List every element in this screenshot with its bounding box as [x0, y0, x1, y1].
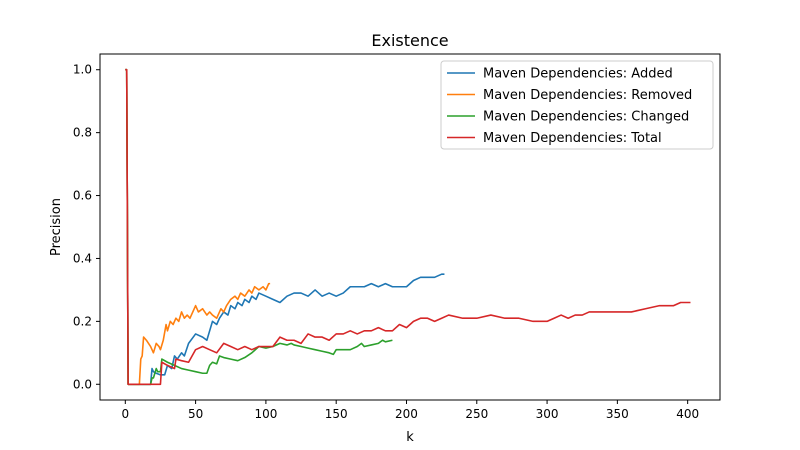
y-tick-label: 0.0 [73, 377, 92, 391]
x-tick-label: 200 [395, 407, 418, 421]
legend-label: Maven Dependencies: Removed [483, 88, 692, 103]
x-tick-label: 400 [676, 407, 699, 421]
y-tick-label: 0.4 [73, 251, 92, 265]
x-tick-label: 150 [325, 407, 348, 421]
x-axis-label: k [406, 430, 414, 445]
legend-box [440, 60, 714, 150]
chart-title: Existence [371, 31, 448, 50]
x-axis-ticks: 0 50 100 150 200 250 300 350 400 [121, 400, 699, 421]
y-axis-ticks: 0.0 0.2 0.4 0.6 0.8 1.0 [73, 63, 100, 391]
y-tick-label: 0.2 [73, 314, 92, 328]
legend-label: Maven Dependencies: Added [483, 67, 673, 82]
legend: Maven Dependencies: Added Maven Dependenc… [440, 60, 714, 150]
y-axis-label: Precision [49, 198, 64, 256]
x-tick-label: 350 [606, 407, 629, 421]
y-tick-label: 0.8 [73, 126, 92, 140]
x-tick-label: 250 [465, 407, 488, 421]
x-tick-label: 50 [188, 407, 203, 421]
series-line-4 [125, 68, 691, 386]
x-tick-label: 0 [121, 407, 129, 421]
x-tick-label: 100 [254, 407, 277, 421]
axes-frame [99, 53, 721, 401]
series-line-3 [125, 68, 393, 386]
legend-label: Maven Dependencies: Changed [483, 110, 689, 125]
legend-label: Maven Dependencies: Total [483, 131, 662, 146]
series-line-1 [125, 68, 445, 386]
plot-lines [125, 68, 691, 386]
series-line-2 [125, 68, 271, 386]
y-tick-label: 1.0 [73, 63, 92, 77]
y-tick-label: 0.6 [73, 189, 92, 203]
x-tick-label: 300 [536, 407, 559, 421]
